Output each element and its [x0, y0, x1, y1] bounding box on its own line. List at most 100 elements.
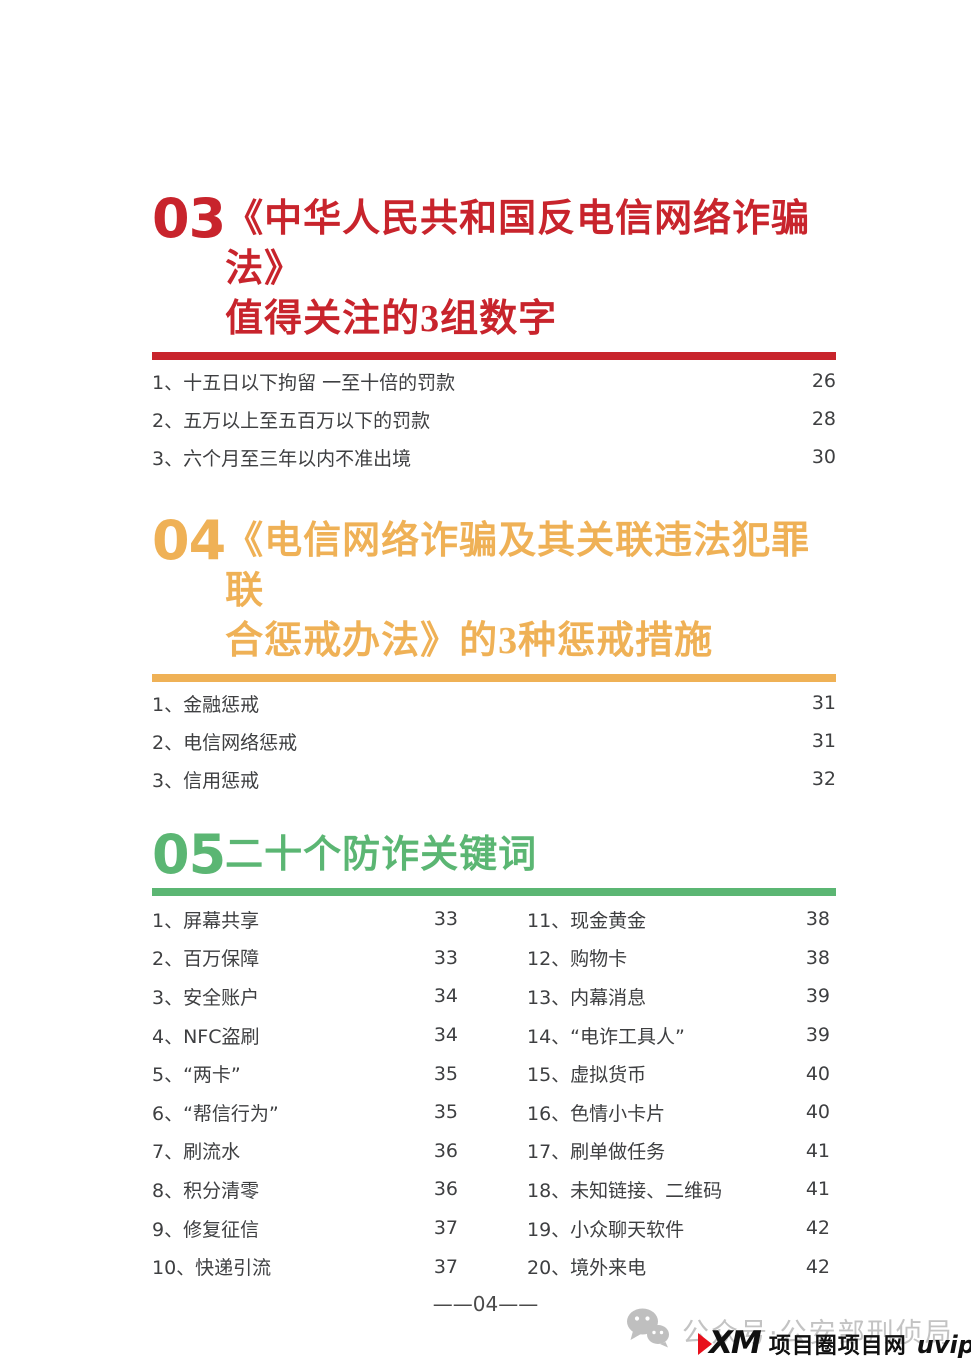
toc-entry-label: 2、百万保障	[152, 948, 260, 971]
toc-entry-page: 42	[805, 1217, 830, 1240]
toc-entry: 3、信用惩戒 32	[152, 760, 836, 798]
toc-entry-page: 40	[805, 1101, 830, 1124]
section-04-header: 04 《电信网络诈骗及其关联违法犯罪联 合惩戒办法》的3种惩戒措施	[152, 509, 836, 666]
brand-domain: uvip.cc	[916, 1331, 971, 1359]
toc-entry: 15、虚拟货币 40	[527, 1054, 830, 1093]
toc-entry-label: 16、色情小卡片	[527, 1102, 666, 1125]
toc-entry: 19、小众聊天软件 42	[527, 1209, 830, 1248]
toc-entry-label: 3、六个月至三年以内不准出境	[152, 447, 412, 470]
toc-entry: 18、未知链接、二维码 41	[527, 1170, 830, 1209]
toc-entry-label: 13、内幕消息	[527, 986, 647, 1009]
toc-entry: 1、屏幕共享 33	[152, 900, 458, 939]
toc-entry-label: 2、五万以上至五百万以下的罚款	[152, 409, 431, 432]
toc-entry: 1、金融惩戒 31	[152, 684, 836, 722]
section-04-title-line1: 《电信网络诈骗及其关联违法犯罪联	[225, 520, 811, 612]
toc-entry: 3、安全账户 34	[152, 977, 458, 1016]
section-05-title-line1: 二十个防诈关键词	[225, 834, 538, 876]
toc-entry-page: 40	[805, 1062, 830, 1085]
toc-entry-label: 7、刷流水	[152, 1141, 241, 1164]
red-play-triangle-icon	[698, 1332, 713, 1360]
section-04-number: 04	[152, 509, 226, 572]
toc-entry-page: 37	[433, 1217, 458, 1240]
toc-entry-label: 1、十五日以下拘留 一至十倍的罚款	[152, 371, 456, 394]
toc-entry-page: 39	[805, 985, 830, 1008]
brand-logo: XM 项目圈项目网 uvip.cc	[698, 1328, 971, 1360]
toc-entry-page: 34	[433, 1024, 458, 1047]
toc-entry: 10、快递引流 37	[152, 1247, 458, 1286]
section-04-rule	[152, 674, 836, 682]
section-03-number: 03	[152, 187, 226, 250]
toc-entry-page: 31	[811, 730, 836, 752]
toc-entry: 12、购物卡 38	[527, 939, 830, 978]
toc-entry-page: 33	[433, 908, 458, 931]
toc-entry-label: 12、购物卡	[527, 948, 628, 971]
toc-entry-page: 38	[805, 908, 830, 931]
toc-entry-label: 19、小众聊天软件	[527, 1218, 685, 1241]
section-04-toc: 1、金融惩戒 31 2、电信网络惩戒 31 3、信用惩戒 32	[152, 682, 836, 798]
toc-entry-label: 14、“电诈工具人”	[527, 1025, 685, 1048]
section-03-title-line1: 《中华人民共和国反电信网络诈骗法》	[225, 198, 811, 290]
section-05-header: 05 二十个防诈关键词	[152, 823, 836, 886]
toc-entry-page: 36	[433, 1139, 458, 1162]
toc-entry: 8、积分清零 36	[152, 1170, 458, 1209]
toc-entry-label: 3、安全账户	[152, 986, 260, 1009]
toc-entry: 2、百万保障 33	[152, 939, 458, 978]
section-05-toc-columns: 1、屏幕共享 33 2、百万保障 33 3、安全账户 34 4、NFC盗刷 34 5、“…	[152, 896, 836, 1286]
brand-name: XM	[709, 1325, 762, 1361]
toc-entry: 17、刷单做任务 41	[527, 1132, 830, 1171]
toc-entry: 6、“帮信行为” 35	[152, 1093, 458, 1132]
toc-entry-page: 26	[811, 370, 836, 392]
toc-entry-label: 2、电信网络惩戒	[152, 731, 298, 754]
toc-entry-label: 1、屏幕共享	[152, 909, 260, 932]
toc-entry-label: 20、境外来电	[527, 1257, 647, 1280]
toc-entry-page: 28	[811, 408, 836, 430]
toc-entry-page: 35	[433, 1101, 458, 1124]
toc-entry: 11、现金黄金 38	[527, 900, 830, 939]
toc-entry: 3、六个月至三年以内不准出境 30	[152, 438, 836, 476]
toc-entry: 14、“电诈工具人” 39	[527, 1016, 830, 1055]
toc-entry: 1、十五日以下拘留 一至十倍的罚款 26	[152, 362, 836, 400]
toc-entry-label: 15、虚拟货币	[527, 1064, 647, 1087]
toc-entry-label: 18、未知链接、二维码	[527, 1179, 723, 1202]
toc-entry-label: 17、刷单做任务	[527, 1141, 666, 1164]
toc-entry-label: 4、NFC盗刷	[152, 1025, 260, 1048]
toc-entry-label: 9、修复征信	[152, 1218, 260, 1241]
toc-entry: 2、电信网络惩戒 31	[152, 722, 836, 760]
toc-entry: 13、内幕消息 39	[527, 977, 830, 1016]
toc-entry-page: 33	[433, 946, 458, 969]
section-04-title: 《电信网络诈骗及其关联违法犯罪联 合惩戒办法》的3种惩戒措施	[225, 516, 836, 666]
toc-content: 03 《中华人民共和国反电信网络诈骗法》 值得关注的3组数字 1、十五日以下拘留…	[152, 187, 836, 1286]
section-03-title: 《中华人民共和国反电信网络诈骗法》 值得关注的3组数字	[225, 194, 836, 344]
toc-entry-page: 42	[805, 1255, 830, 1278]
toc-entry: 16、色情小卡片 40	[527, 1093, 830, 1132]
toc-entry-label: 3、信用惩戒	[152, 769, 260, 792]
section-04: 04 《电信网络诈骗及其关联违法犯罪联 合惩戒办法》的3种惩戒措施 1、金融惩戒…	[152, 509, 836, 798]
section-05-title: 二十个防诈关键词	[225, 830, 537, 880]
section-03-header: 03 《中华人民共和国反电信网络诈骗法》 值得关注的3组数字	[152, 187, 836, 344]
toc-entry: 2、五万以上至五百万以下的罚款 28	[152, 400, 836, 438]
toc-entry-page: 39	[805, 1024, 830, 1047]
toc-entry-page: 38	[805, 946, 830, 969]
toc-entry-label: 6、“帮信行为”	[152, 1102, 279, 1125]
toc-entry-page: 35	[433, 1062, 458, 1085]
wechat-icon	[626, 1308, 670, 1352]
section-05-number: 05	[152, 823, 226, 886]
wechat-watermark: 公众号·公安部刑侦局	[626, 1308, 954, 1352]
toc-entry-page: 37	[433, 1255, 458, 1278]
toc-entry-label: 10、快递引流	[152, 1257, 272, 1280]
toc-entry-page: 41	[805, 1178, 830, 1201]
toc-entry: 7、刷流水 36	[152, 1132, 458, 1171]
watermark-text: 公众号·公安部刑侦局	[682, 1317, 954, 1349]
toc-entry-label: 1、金融惩戒	[152, 693, 260, 716]
section-05-toc-left: 1、屏幕共享 33 2、百万保障 33 3、安全账户 34 4、NFC盗刷 34 5、“…	[152, 900, 458, 1286]
toc-entry-label: 11、现金黄金	[527, 909, 647, 932]
toc-entry-label: 5、“两卡”	[152, 1064, 241, 1087]
page-number: ——04——	[432, 1292, 539, 1316]
toc-entry: 4、NFC盗刷 34	[152, 1016, 458, 1055]
section-03-toc: 1、十五日以下拘留 一至十倍的罚款 26 2、五万以上至五百万以下的罚款 28 …	[152, 360, 836, 476]
section-03: 03 《中华人民共和国反电信网络诈骗法》 值得关注的3组数字 1、十五日以下拘留…	[152, 187, 836, 476]
toc-entry: 5、“两卡” 35	[152, 1054, 458, 1093]
toc-entry-page: 32	[811, 768, 836, 790]
section-05-toc-right: 11、现金黄金 38 12、购物卡 38 13、内幕消息 39 14、“电诈工具人” 3…	[527, 900, 830, 1286]
